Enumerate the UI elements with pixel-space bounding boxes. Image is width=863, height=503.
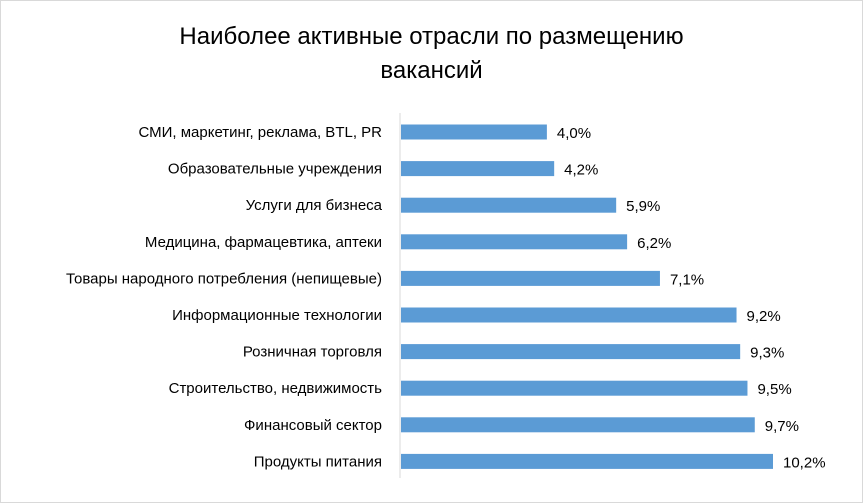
data-label: 9,3% [750,345,784,362]
category-label: Строительство, недвижимость [169,380,383,397]
category-label: Товары народного потребления (непищевые) [66,270,382,287]
data-label: 9,7% [765,418,799,435]
data-label: 5,9% [626,198,660,215]
bar [401,307,737,323]
bar [401,197,617,213]
data-label: 4,0% [557,125,591,142]
bar [401,453,773,469]
bar [401,344,741,360]
category-label: Медицина, фармацевтика, аптеки [145,234,382,251]
category-label: Продукты питания [254,453,382,470]
category-label: Финансовый сектор [244,417,382,434]
data-label: 6,2% [637,235,671,252]
chart-title-line-1: Наиболее активные отрасли по размещению [179,23,684,50]
category-label: Розничная торговля [243,344,382,361]
data-label: 7,1% [670,271,704,288]
chart-title: Наиболее активные отрасли по размещению … [0,20,863,88]
data-label: 4,2% [564,162,598,179]
category-label: Услуги для бизнеса [246,197,383,214]
chart-title-line-2: вакансий [380,57,483,84]
data-label: 10,2% [783,454,826,471]
data-label: 9,2% [747,308,781,325]
bar [401,234,628,250]
bar [401,270,660,286]
bar [401,417,755,433]
bar [401,380,748,396]
category-label: СМИ, маркетинг, реклама, BTL, PR [138,124,382,141]
category-label: Образовательные учреждения [168,161,382,178]
bar [401,124,547,140]
category-label: Информационные технологии [172,307,382,324]
data-label: 9,5% [757,381,791,398]
bar [401,161,555,177]
